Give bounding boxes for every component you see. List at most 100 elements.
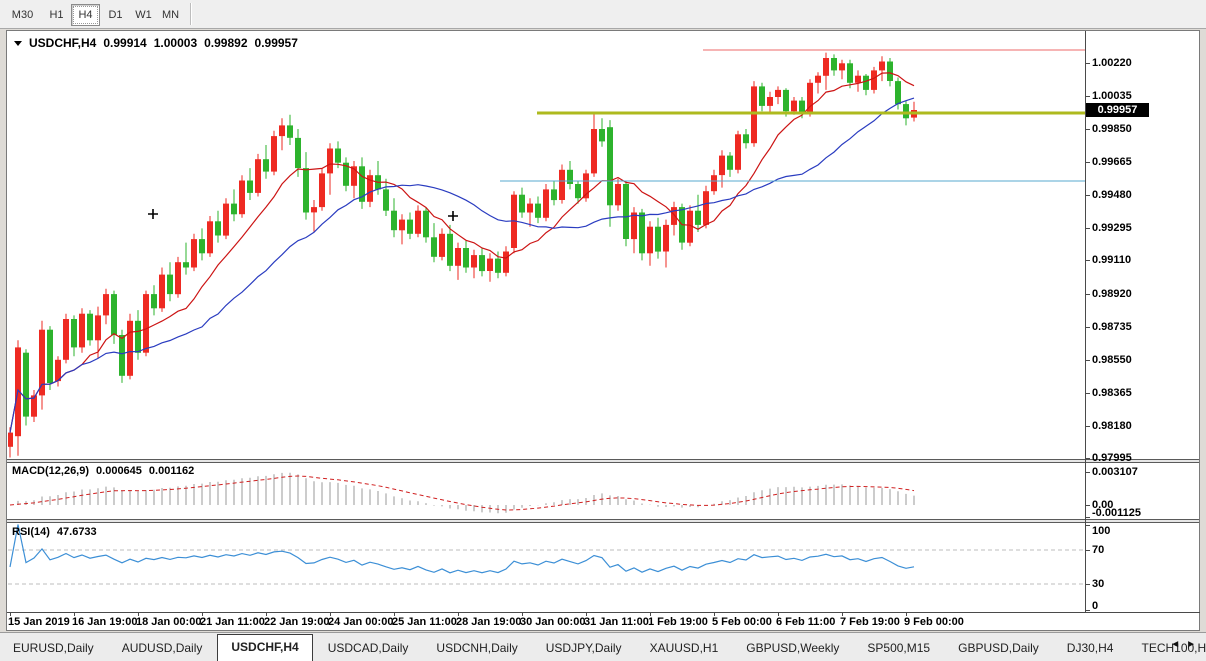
macd-value-signal: 0.001162 (148, 465, 195, 477)
bull-candle (367, 175, 373, 202)
tab-scroll-right-icon[interactable]: ► (1186, 639, 1202, 650)
timeframe-toolbar: M30 H1 H4 D1 W1 MN (0, 0, 1206, 29)
bear-candle (47, 329, 53, 383)
cross-marker[interactable] (448, 211, 458, 221)
tab-usdcad-daily[interactable]: USDCAD,Daily (327, 641, 409, 655)
bull-candle (543, 189, 549, 218)
tab-scroll-left-icon[interactable]: ◄ (1170, 639, 1187, 650)
bull-candle (271, 136, 277, 172)
toolbar-separator (190, 3, 192, 25)
pane-divider-macd[interactable] (7, 459, 1199, 463)
timeframe-button-mn[interactable]: MN (161, 9, 180, 21)
tab-eurusd-daily[interactable]: EURUSD,Daily (13, 641, 94, 655)
bull-candle (839, 63, 845, 71)
chart-header: USDCHF,H4 0.99914 1.00003 0.99892 0.99957 (14, 36, 305, 50)
tab-scroll-arrows: ◄► (1170, 639, 1202, 650)
rsi-pane-plot[interactable] (8, 523, 1200, 612)
bull-candle (439, 233, 445, 257)
bear-candle (863, 75, 869, 90)
bear-candle (199, 239, 205, 254)
tab-dj30-h4[interactable]: DJ30,H4 (1066, 641, 1114, 655)
ma-slow-line (9, 97, 915, 433)
bull-candle (399, 219, 405, 231)
bull-candle (487, 258, 493, 271)
bear-candle (535, 203, 541, 218)
tab-usdcnh-daily[interactable]: USDCNH,Daily (436, 641, 518, 655)
chart-dropdown-icon[interactable] (14, 41, 22, 46)
timeframe-button-h4[interactable]: H4 (71, 4, 100, 26)
tab-xauusd-h1[interactable]: XAUUSD,H1 (649, 641, 719, 655)
bear-candle (639, 212, 645, 254)
window-border-right (1199, 30, 1200, 631)
ohlc-open: 0.99914 (103, 36, 147, 50)
tab-usdchf-h4[interactable]: USDCHF,H4 (217, 634, 313, 661)
bull-candle (55, 359, 61, 382)
price-scale-separator (1085, 31, 1086, 612)
bear-candle (423, 210, 429, 238)
bull-candle (327, 148, 333, 174)
timeframe-button-d1[interactable]: D1 (108, 9, 123, 21)
macd-signal-line (9, 475, 915, 511)
bear-candle (623, 184, 629, 239)
bear-candle (887, 61, 893, 81)
bull-candle (455, 248, 461, 266)
chart-tab-bar: EURUSD,Daily AUDUSD,Daily USDCHF,H4 USDCAD,… (0, 632, 1206, 661)
bull-candle (703, 191, 709, 225)
bull-candle (471, 255, 477, 268)
bull-candle (615, 184, 621, 206)
macd-pane-plot[interactable] (8, 463, 1200, 518)
tab-usdjpy-daily[interactable]: USDJPY,Daily (545, 641, 622, 655)
tab-gbpusd-daily[interactable]: GBPUSD,Daily (958, 641, 1039, 655)
bear-candle (903, 104, 909, 119)
bull-candle (591, 129, 597, 174)
pane-divider-rsi[interactable] (7, 519, 1199, 523)
bear-candle (87, 313, 93, 341)
rsi-line (9, 524, 915, 574)
bull-candle (127, 320, 133, 376)
bear-candle (23, 352, 29, 417)
bear-candle (743, 134, 749, 144)
bull-candle (823, 58, 829, 76)
bear-candle (695, 210, 701, 225)
main-chart-plot[interactable] (8, 31, 1200, 459)
bear-candle (111, 294, 117, 335)
ohlc-low: 0.99892 (204, 36, 248, 50)
bull-candle (191, 239, 197, 268)
bull-candle (95, 315, 101, 341)
cross-marker[interactable] (148, 209, 158, 219)
tab-sp500-m15[interactable]: SP500,M15 (867, 641, 931, 655)
timeframe-button-m30[interactable]: M30 (11, 9, 34, 21)
rsi-label: RSI(14) (12, 526, 50, 538)
bear-candle (263, 159, 269, 172)
bear-candle (391, 210, 397, 231)
bear-candle (359, 166, 365, 202)
tab-audusd-daily[interactable]: AUDUSD,Daily (121, 641, 203, 655)
timeframe-button-h1[interactable]: H1 (49, 9, 64, 21)
window-border-bottom (6, 630, 1200, 631)
bear-candle (519, 194, 525, 213)
rsi-header: RSI(14) 47.6733 (12, 526, 104, 538)
bear-candle (599, 129, 605, 142)
bear-candle (407, 219, 413, 234)
bull-candle (175, 262, 181, 295)
chart-symbol-label: USDCHF,H4 (29, 36, 97, 50)
tab-gbpusd-weekly[interactable]: GBPUSD,Weekly (746, 641, 840, 655)
tab-tech100-h1[interactable]: TECH100,H1 (1141, 641, 1206, 655)
bull-candle (351, 166, 357, 186)
bull-candle (791, 100, 797, 112)
bull-candle (807, 82, 813, 113)
bull-candle (311, 207, 317, 213)
bull-candle (239, 180, 245, 215)
bull-candle (103, 294, 109, 316)
bear-candle (551, 189, 557, 201)
bull-candle (735, 134, 741, 170)
bear-candle (135, 320, 141, 353)
bull-candle (255, 159, 261, 193)
timeframe-button-w1[interactable]: W1 (135, 9, 152, 21)
bear-candle (495, 258, 501, 273)
bear-candle (295, 137, 301, 169)
bull-candle (647, 226, 653, 254)
bull-candle (143, 294, 149, 353)
ohlc-close: 0.99957 (254, 36, 298, 50)
window-border-left (6, 30, 7, 631)
